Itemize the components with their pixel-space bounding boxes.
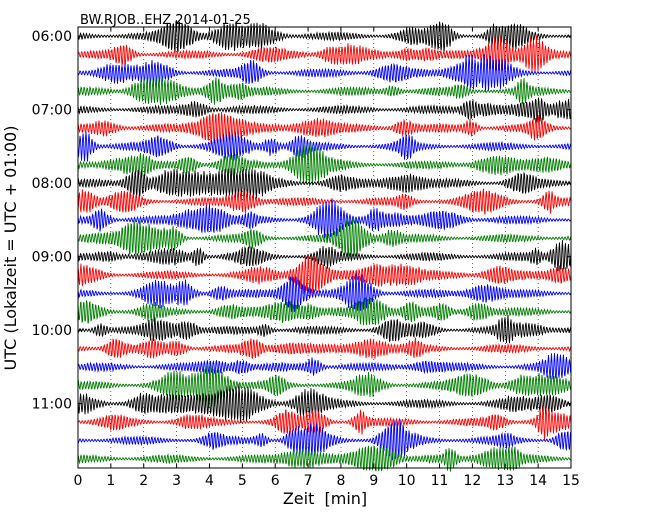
y-tick-label: 09:00 <box>32 250 72 266</box>
trace-line <box>78 76 572 105</box>
x-axis-label: Zeit [min] <box>283 489 367 508</box>
trace-line <box>77 167 572 199</box>
trace-line <box>77 19 572 54</box>
trace-line <box>77 419 572 461</box>
y-tick-label: 08:00 <box>32 176 72 192</box>
x-tick-label: 5 <box>238 473 247 489</box>
seismogram-traces <box>77 19 572 472</box>
y-axis-ticks: 06:00 07:00 08:00 09:00 10:00 11:00 <box>32 29 571 413</box>
grid-lines <box>110 27 539 468</box>
plot-frame <box>77 26 572 469</box>
x-tick-label: 1 <box>106 473 115 489</box>
trace-line <box>77 240 572 272</box>
x-tick-label: 12 <box>463 473 481 489</box>
x-tick-label: 10 <box>398 473 416 489</box>
trace-line <box>77 297 572 326</box>
x-tick-label: 15 <box>562 473 580 489</box>
x-tick-label: 4 <box>205 473 214 489</box>
trace-line <box>77 35 572 73</box>
x-tick-label: 11 <box>431 473 449 489</box>
chart-title: BW.RJOB..EHZ 2014-01-25 <box>80 13 251 28</box>
trace-line <box>77 363 572 409</box>
trace-line <box>77 188 572 215</box>
trace-line <box>77 383 572 423</box>
trace-line <box>77 217 572 259</box>
y-tick-label: 10:00 <box>32 323 72 339</box>
x-tick-label: 0 <box>74 473 83 489</box>
trace-line <box>77 353 572 380</box>
x-tick-label: 7 <box>304 473 313 489</box>
x-axis-ticks: 0 1 2 3 4 5 6 7 8 9 10 11 12 13 14 15 <box>74 27 580 489</box>
x-tick-label: 6 <box>271 473 280 489</box>
x-tick-label: 9 <box>369 473 378 489</box>
trace-line <box>77 405 572 441</box>
trace-line <box>77 255 572 295</box>
y-tick-label: 07:00 <box>32 103 72 119</box>
x-tick-label: 8 <box>336 473 345 489</box>
y-tick-label: 11:00 <box>32 397 72 413</box>
trace-line <box>77 54 572 93</box>
trace-line <box>77 337 572 359</box>
x-tick-label: 13 <box>496 473 514 489</box>
trace-line <box>77 111 572 145</box>
trace-line <box>77 445 572 472</box>
trace-line <box>77 131 572 162</box>
trace-line <box>77 97 572 123</box>
trace-line <box>77 142 572 187</box>
x-tick-label: 2 <box>139 473 148 489</box>
y-axis-label: UTC (Lokalzeit = UTC + 01:00) <box>1 126 20 371</box>
x-tick-label: 3 <box>172 473 181 489</box>
trace-line <box>77 272 572 312</box>
y-tick-label: 06:00 <box>32 29 72 45</box>
x-tick-label: 14 <box>529 473 547 489</box>
trace-line <box>77 315 572 344</box>
